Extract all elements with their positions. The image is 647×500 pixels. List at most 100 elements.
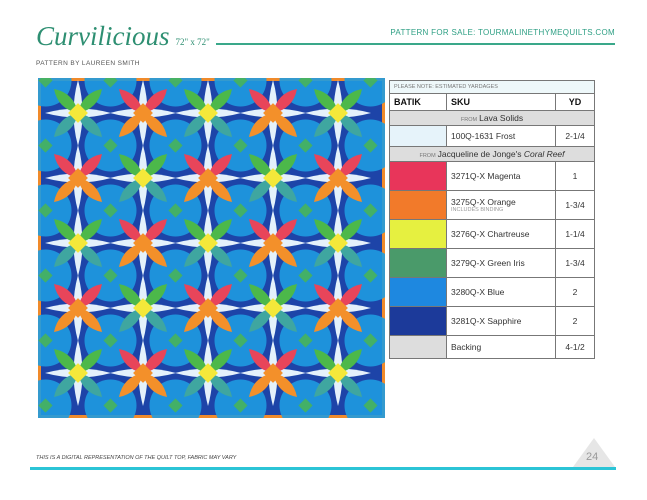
star-petal — [119, 243, 143, 267]
star-petal — [208, 308, 232, 332]
center-square — [298, 203, 313, 218]
center-square — [233, 398, 248, 413]
star-petal — [184, 349, 208, 373]
pattern-sale-link[interactable]: PATTERN FOR SALE: TOURMALINETHYMEQUILTS.… — [390, 28, 615, 37]
star-petal — [184, 178, 208, 202]
header-batik: BATIK — [389, 93, 447, 111]
star-petal — [119, 308, 143, 332]
fabric-swatch — [389, 248, 447, 278]
star-petal — [314, 373, 338, 397]
star-petal — [184, 373, 208, 397]
star-petal — [338, 219, 362, 243]
star-petal — [208, 373, 232, 397]
center-square — [363, 333, 378, 348]
star-petal — [184, 219, 208, 243]
fabric-row: 3281Q-X Sapphire 2 — [389, 306, 595, 336]
star-petal — [273, 373, 297, 397]
star-petal — [273, 308, 297, 332]
center-square — [233, 268, 248, 283]
group-lava-solids: FROM Lava Solids — [389, 110, 595, 126]
fabric-sku-text: 3281Q-X Sapphire — [451, 316, 522, 326]
fabric-yardage: 1-3/4 — [555, 190, 595, 220]
star-petal — [208, 219, 232, 243]
quilt-image — [38, 78, 385, 418]
star-center — [328, 363, 348, 383]
fabric-sku-text: 3276Q-X Chartreuse — [451, 229, 530, 239]
star-petal — [314, 349, 338, 373]
fabric-sku: 3276Q-X Chartreuse — [446, 219, 556, 249]
star-petal — [54, 178, 78, 202]
fabric-row: 3271Q-X Magenta 1 — [389, 161, 595, 191]
yardage-note: PLEASE NOTE: ESTIMATED YARDAGES — [389, 80, 595, 94]
star-petal — [78, 178, 102, 202]
center-square — [363, 78, 378, 88]
star-petal — [208, 178, 232, 202]
fabric-row: 3279Q-X Green Iris 1-3/4 — [389, 248, 595, 278]
star-petal — [314, 219, 338, 243]
star-petal — [119, 178, 143, 202]
star-petal — [119, 373, 143, 397]
fabric-sku-text: 3275Q-X Orange — [451, 197, 516, 207]
center-square — [168, 398, 183, 413]
star-petal — [338, 178, 362, 202]
star-petal — [54, 154, 78, 178]
pattern-title: Curvilicious — [36, 21, 170, 51]
star-petal — [54, 308, 78, 332]
star-petal — [338, 154, 362, 178]
star-center — [328, 298, 348, 318]
star-petal — [78, 308, 102, 332]
star-center — [263, 298, 283, 318]
star-petal — [208, 349, 232, 373]
star-petal — [273, 154, 297, 178]
fabric-swatch — [389, 219, 447, 249]
star-petal — [143, 154, 167, 178]
header-yd: YD — [555, 93, 595, 111]
star-petal — [78, 154, 102, 178]
star-center — [133, 298, 153, 318]
star-petal — [184, 113, 208, 137]
star-petal — [273, 113, 297, 137]
star-petal — [314, 154, 338, 178]
collection-name: Coral Reef — [523, 149, 565, 159]
footer-rule — [30, 467, 616, 470]
group-coral-reef: FROM Jacqueline de Jonge's Coral Reef — [389, 146, 595, 162]
center-square — [38, 398, 53, 413]
star-petal — [249, 349, 273, 373]
star-petal — [184, 89, 208, 113]
star-petal — [338, 349, 362, 373]
star-petal — [143, 219, 167, 243]
star-center — [263, 233, 283, 253]
star-petal — [338, 373, 362, 397]
star-petal — [273, 178, 297, 202]
star-petal — [78, 219, 102, 243]
center-square — [363, 268, 378, 283]
star-petal — [249, 243, 273, 267]
star-petal — [78, 243, 102, 267]
star-petal — [249, 308, 273, 332]
fabric-swatch — [389, 306, 447, 336]
center-square — [103, 333, 118, 348]
star-petal — [338, 284, 362, 308]
fabric-row: 3275Q-X Orange INCLUDES BINDING 1-3/4 — [389, 190, 595, 220]
page-number: 24 — [586, 451, 599, 463]
star-petal — [249, 113, 273, 137]
from-label: FROM — [419, 153, 436, 159]
fabric-swatch — [389, 190, 447, 220]
star-petal — [143, 89, 167, 113]
star-petal — [273, 219, 297, 243]
star-center — [328, 103, 348, 123]
star-center — [328, 233, 348, 253]
star-petal — [249, 373, 273, 397]
star-petal — [273, 89, 297, 113]
star-petal — [184, 243, 208, 267]
title-rule — [215, 43, 615, 45]
star-petal — [208, 284, 232, 308]
star-petal — [143, 243, 167, 267]
star-petal — [208, 154, 232, 178]
center-square — [168, 333, 183, 348]
star-petal — [143, 284, 167, 308]
center-square — [298, 78, 313, 88]
fabric-yardage: 1 — [555, 161, 595, 191]
star-center — [263, 103, 283, 123]
star-petal — [249, 219, 273, 243]
